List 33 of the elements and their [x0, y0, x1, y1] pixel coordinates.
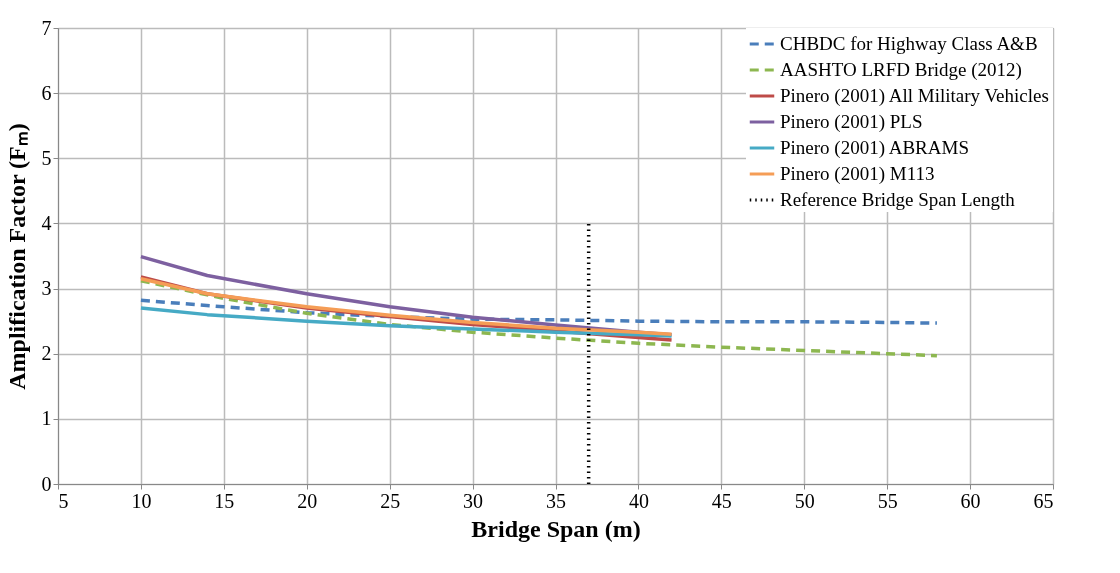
x-tick-label: 35: [546, 489, 566, 512]
y-tick-label: 0: [41, 472, 52, 495]
x-tick-label: 20: [297, 489, 318, 512]
x-tick-label: 5: [58, 489, 69, 512]
x-axis-title: Bridge Span (m): [471, 515, 641, 542]
x-tick-label: 30: [463, 489, 484, 512]
y-axis-title: Amplification Factor (Fₘ): [3, 123, 30, 390]
y-tick-label: 1: [41, 407, 52, 430]
legend-label: Pinero (2001) All Military Vehicles: [780, 85, 1049, 107]
line-series: [139, 279, 939, 358]
x-tick-label: 40: [628, 489, 649, 512]
y-tick-label: 7: [41, 16, 52, 39]
y-tick-label: 4: [41, 211, 52, 234]
line-series: [139, 306, 674, 338]
x-tick-label: 10: [131, 489, 152, 512]
y-tick-label: 6: [41, 81, 52, 104]
legend-label: AASHTO LRFD Bridge (2012): [780, 59, 1022, 81]
x-tick-label: 55: [877, 489, 898, 512]
y-tick-label: 2: [41, 342, 52, 365]
x-tick-label: 60: [960, 489, 981, 512]
legend-label: Pinero (2001) ABRAMS: [780, 137, 969, 159]
legend-label: Pinero (2001) M113: [780, 163, 935, 185]
x-tick-label: 65: [1033, 489, 1054, 512]
line-series: [139, 298, 939, 325]
x-tick-label: 15: [214, 489, 235, 512]
legend-label: Reference Bridge Span Length: [780, 189, 1016, 210]
x-tick-label: 45: [711, 489, 732, 512]
y-tick-label: 3: [41, 277, 52, 300]
x-tick-label: 25: [380, 489, 401, 512]
x-tick-label: 50: [794, 489, 815, 512]
legend-label: CHBDC for Highway Class A&B: [780, 33, 1038, 54]
y-tick-label: 5: [41, 146, 52, 169]
legend-label: Pinero (2001) PLS: [780, 111, 923, 133]
